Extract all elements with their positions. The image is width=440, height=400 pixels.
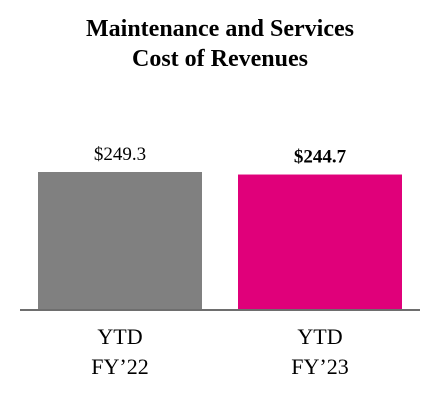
x-tick-label-2-line-1: YTD: [297, 324, 342, 349]
x-tick-label-1-line-1: YTD: [97, 324, 142, 349]
bar-2-value-label: $244.7: [294, 147, 347, 168]
chart-title-line-1: Maintenance and Services: [86, 16, 354, 42]
chart-title-line-2: Cost of Revenues: [132, 46, 308, 72]
x-tick-label-1-line-2: FY’22: [91, 354, 148, 379]
chart-title: Maintenance and Services Cost of Revenue…: [0, 14, 440, 74]
bar-2: [238, 174, 402, 309]
bar-1-value-label: $249.3: [94, 144, 146, 165]
x-tick-label-2-line-2: FY’23: [291, 354, 348, 379]
bar-1: [38, 172, 202, 309]
